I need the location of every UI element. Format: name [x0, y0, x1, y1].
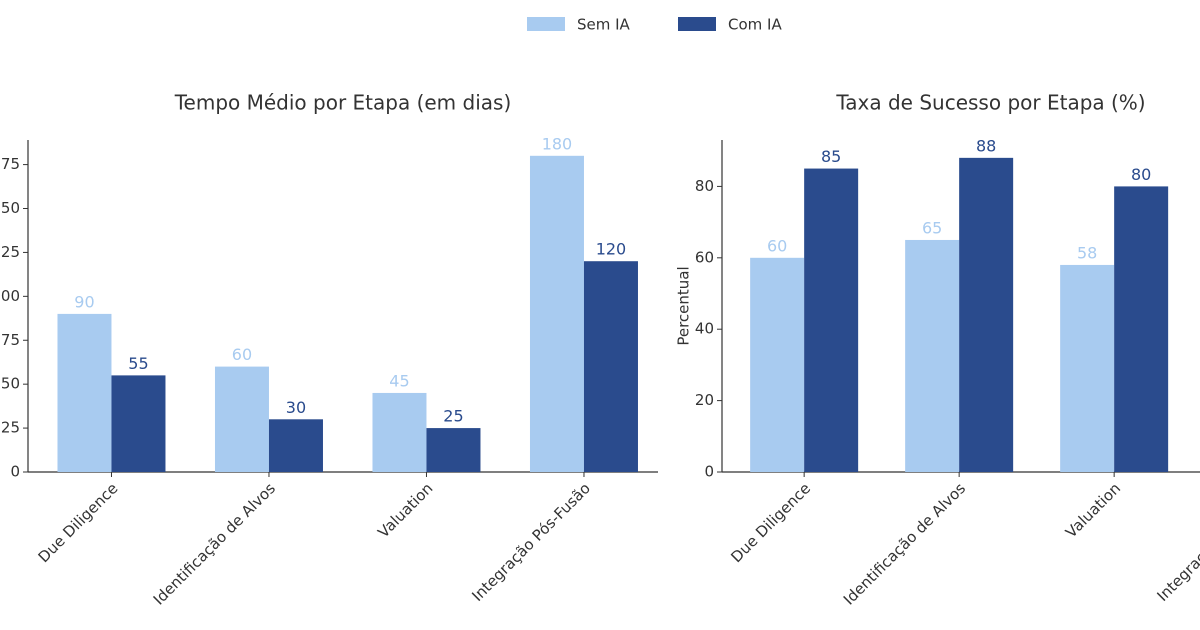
y-tick-label: 40	[695, 320, 714, 338]
x-tick-label: Due Diligence	[35, 479, 122, 566]
chart-title: Taxa de Sucesso por Etapa (%)	[835, 91, 1145, 115]
chart-title: Tempo Médio por Etapa (em dias)	[174, 91, 512, 115]
bar	[111, 375, 166, 472]
y-tick-label: 100	[0, 287, 20, 305]
x-tick-label: Integração Pós-Fusão	[1153, 479, 1200, 605]
bar	[1060, 264, 1115, 472]
y-tick-label: 150	[0, 199, 20, 217]
value-label: 25	[443, 407, 463, 426]
legend-label: Com IA	[728, 16, 782, 34]
bar	[57, 313, 112, 472]
value-label: 45	[389, 371, 409, 390]
bar	[529, 155, 584, 473]
y-tick-label: 60	[695, 248, 714, 266]
bar	[372, 392, 427, 472]
value-label: 58	[1077, 243, 1097, 262]
bar	[214, 366, 269, 472]
x-tick-label: Valuation	[1062, 479, 1124, 541]
y-tick-label: 125	[0, 243, 20, 261]
y-tick-label: 0	[10, 463, 20, 481]
y-tick-label: 50	[1, 375, 20, 393]
bar	[905, 239, 960, 472]
bar	[268, 419, 323, 472]
legend-label: Sem IA	[577, 16, 631, 34]
x-tick-label: Integração Pós-Fusão	[468, 479, 594, 605]
x-tick-label: Identificação de Alvos	[840, 479, 969, 608]
legend-swatch	[527, 17, 565, 31]
value-label: 60	[232, 345, 252, 364]
legend-swatch	[678, 17, 716, 31]
value-label: 65	[922, 218, 942, 237]
bar	[426, 428, 481, 472]
bar	[750, 257, 805, 472]
value-label: 90	[74, 292, 94, 311]
y-tick-label: 25	[1, 419, 20, 437]
value-label: 30	[286, 398, 306, 417]
y-tick-label: 80	[695, 177, 714, 195]
bar	[959, 157, 1014, 472]
x-tick-label: Valuation	[374, 479, 436, 541]
y-tick-label: 20	[695, 391, 714, 409]
value-label: 180	[542, 134, 573, 153]
value-label: 55	[128, 354, 148, 373]
y-tick-label: 75	[1, 331, 20, 349]
y-tick-label: 0	[704, 463, 714, 481]
y-tick-label: 175	[0, 155, 20, 173]
x-tick-label: Due Diligence	[727, 479, 814, 566]
bar	[583, 261, 638, 472]
value-label: 80	[1131, 165, 1151, 184]
x-tick-label: Identificação de Alvos	[150, 479, 279, 608]
value-label: 88	[976, 136, 996, 155]
y-axis-label: Percentual	[675, 266, 693, 345]
value-label: 85	[821, 147, 841, 166]
bar	[804, 168, 859, 472]
bar	[1114, 186, 1169, 472]
value-label: 60	[767, 236, 787, 255]
value-label: 120	[596, 240, 627, 259]
